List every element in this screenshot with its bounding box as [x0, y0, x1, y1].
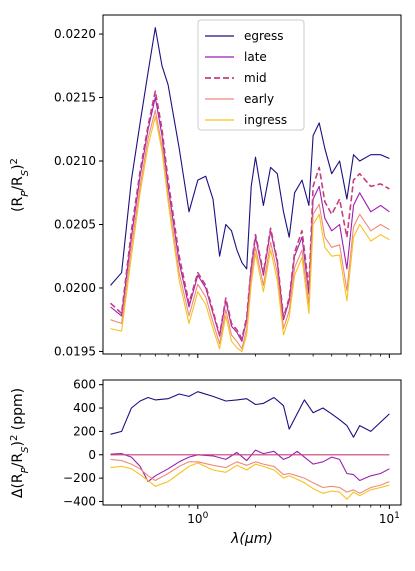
top-ytick-label: 0.0205 [54, 217, 96, 231]
bottom-xlabel: λ(μm) [230, 531, 273, 547]
top-ytick-label: 0.0195 [54, 344, 96, 358]
top-ticks: 0.0195 0.0200 0.0205 0.0210 0.0215 0.0220 [54, 27, 390, 358]
bottom-series-early [110, 458, 390, 494]
bottom-ytick-label: 0 [88, 448, 96, 462]
bottom-xtick-label: 100 [187, 511, 208, 526]
top-series-mid [109, 90, 390, 340]
bottom-ytick-label: 200 [73, 424, 96, 438]
top-ytick-label: 0.0220 [54, 27, 96, 41]
bottom-xtick-label: 101 [379, 511, 400, 526]
bottom-ticks: −400 −200 0 200 400 600 100 101 [63, 378, 400, 526]
top-ytick-label: 0.0215 [54, 91, 96, 105]
top-panel: 0.0195 0.0200 0.0205 0.0210 0.0215 0.0220 (RP… [9, 14, 402, 358]
legend-label-mid: mid [244, 71, 267, 85]
top-ylabel: (RP/RS)2 [9, 158, 31, 212]
top-ytick-label: 0.0200 [54, 281, 96, 295]
bottom-series-egress [110, 391, 390, 438]
bottom-series-ingress [110, 462, 390, 500]
bottom-ytick-label: 600 [73, 378, 96, 392]
bottom-ytick-label: −200 [63, 471, 96, 485]
top-ytick-label: 0.0210 [54, 154, 96, 168]
legend-label-late: late [244, 50, 267, 64]
bottom-series-lines [110, 391, 390, 500]
legend-label-early: early [244, 92, 274, 106]
top-plot-frame [102, 14, 402, 355]
top-series-lines [109, 27, 390, 353]
bottom-plot-frame [102, 379, 402, 506]
legend-label-egress: egress [244, 29, 284, 43]
top-series-egress [110, 27, 390, 286]
bottom-ytick-label: 400 [73, 401, 96, 415]
legend-box [197, 19, 305, 131]
bottom-series-late [110, 449, 390, 483]
bottom-ytick-label: −400 [63, 494, 96, 508]
legend: egress late mid early ingress [197, 19, 305, 131]
bottom-panel: −400 −200 0 200 400 600 100 101 Δ(RP/RS)2 (ppm)… [9, 378, 402, 547]
top-series-early [110, 109, 390, 350]
legend-label-ingress: ingress [244, 113, 287, 127]
top-series-ingress [110, 116, 390, 353]
bottom-ylabel: Δ(RP/RS)2 (ppm) [9, 388, 31, 498]
